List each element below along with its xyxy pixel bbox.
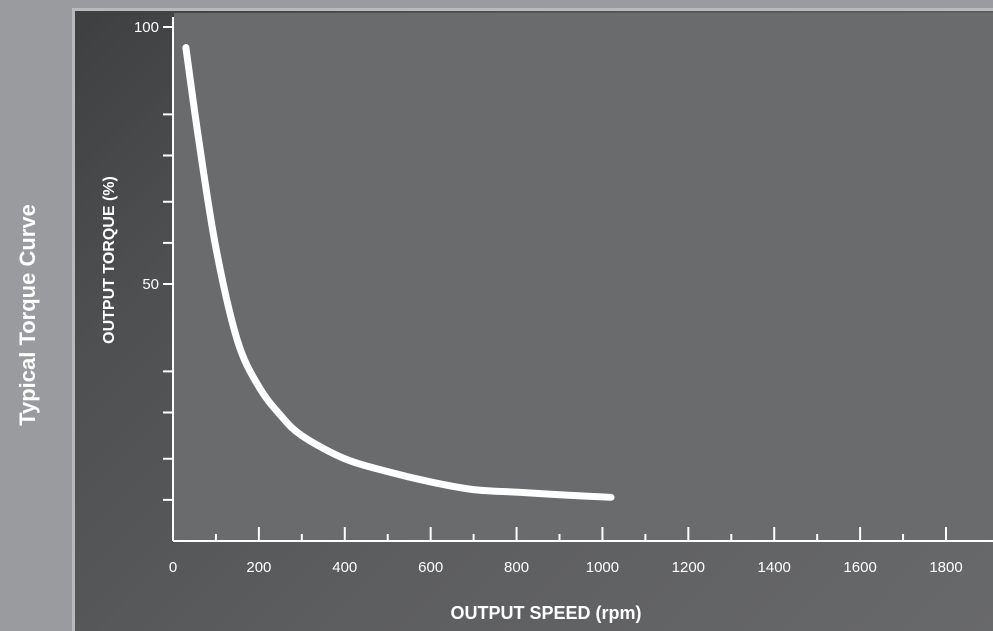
y-tick-label: 100 [134, 19, 159, 36]
x-tick-label: 1600 [843, 559, 876, 576]
x-tick-label: 0 [169, 559, 177, 576]
x-tick-label: 400 [332, 559, 357, 576]
x-axis-label: OUTPUT SPEED (rpm) [450, 603, 642, 623]
x-tick-label: 1200 [672, 559, 705, 576]
x-tick-label: 1000 [586, 559, 619, 576]
x-tick-label: 200 [246, 559, 271, 576]
x-tick-label: 1400 [758, 559, 791, 576]
plot-area [174, 13, 993, 541]
y-tick-label: 50 [142, 276, 159, 293]
x-tick-label: 600 [418, 559, 443, 576]
x-tick-label: 1800 [929, 559, 962, 576]
torque-curve-line [182, 44, 615, 501]
y-axis-label: OUTPUT TORQUE (%) [101, 176, 118, 344]
x-tick-label: 800 [504, 559, 529, 576]
